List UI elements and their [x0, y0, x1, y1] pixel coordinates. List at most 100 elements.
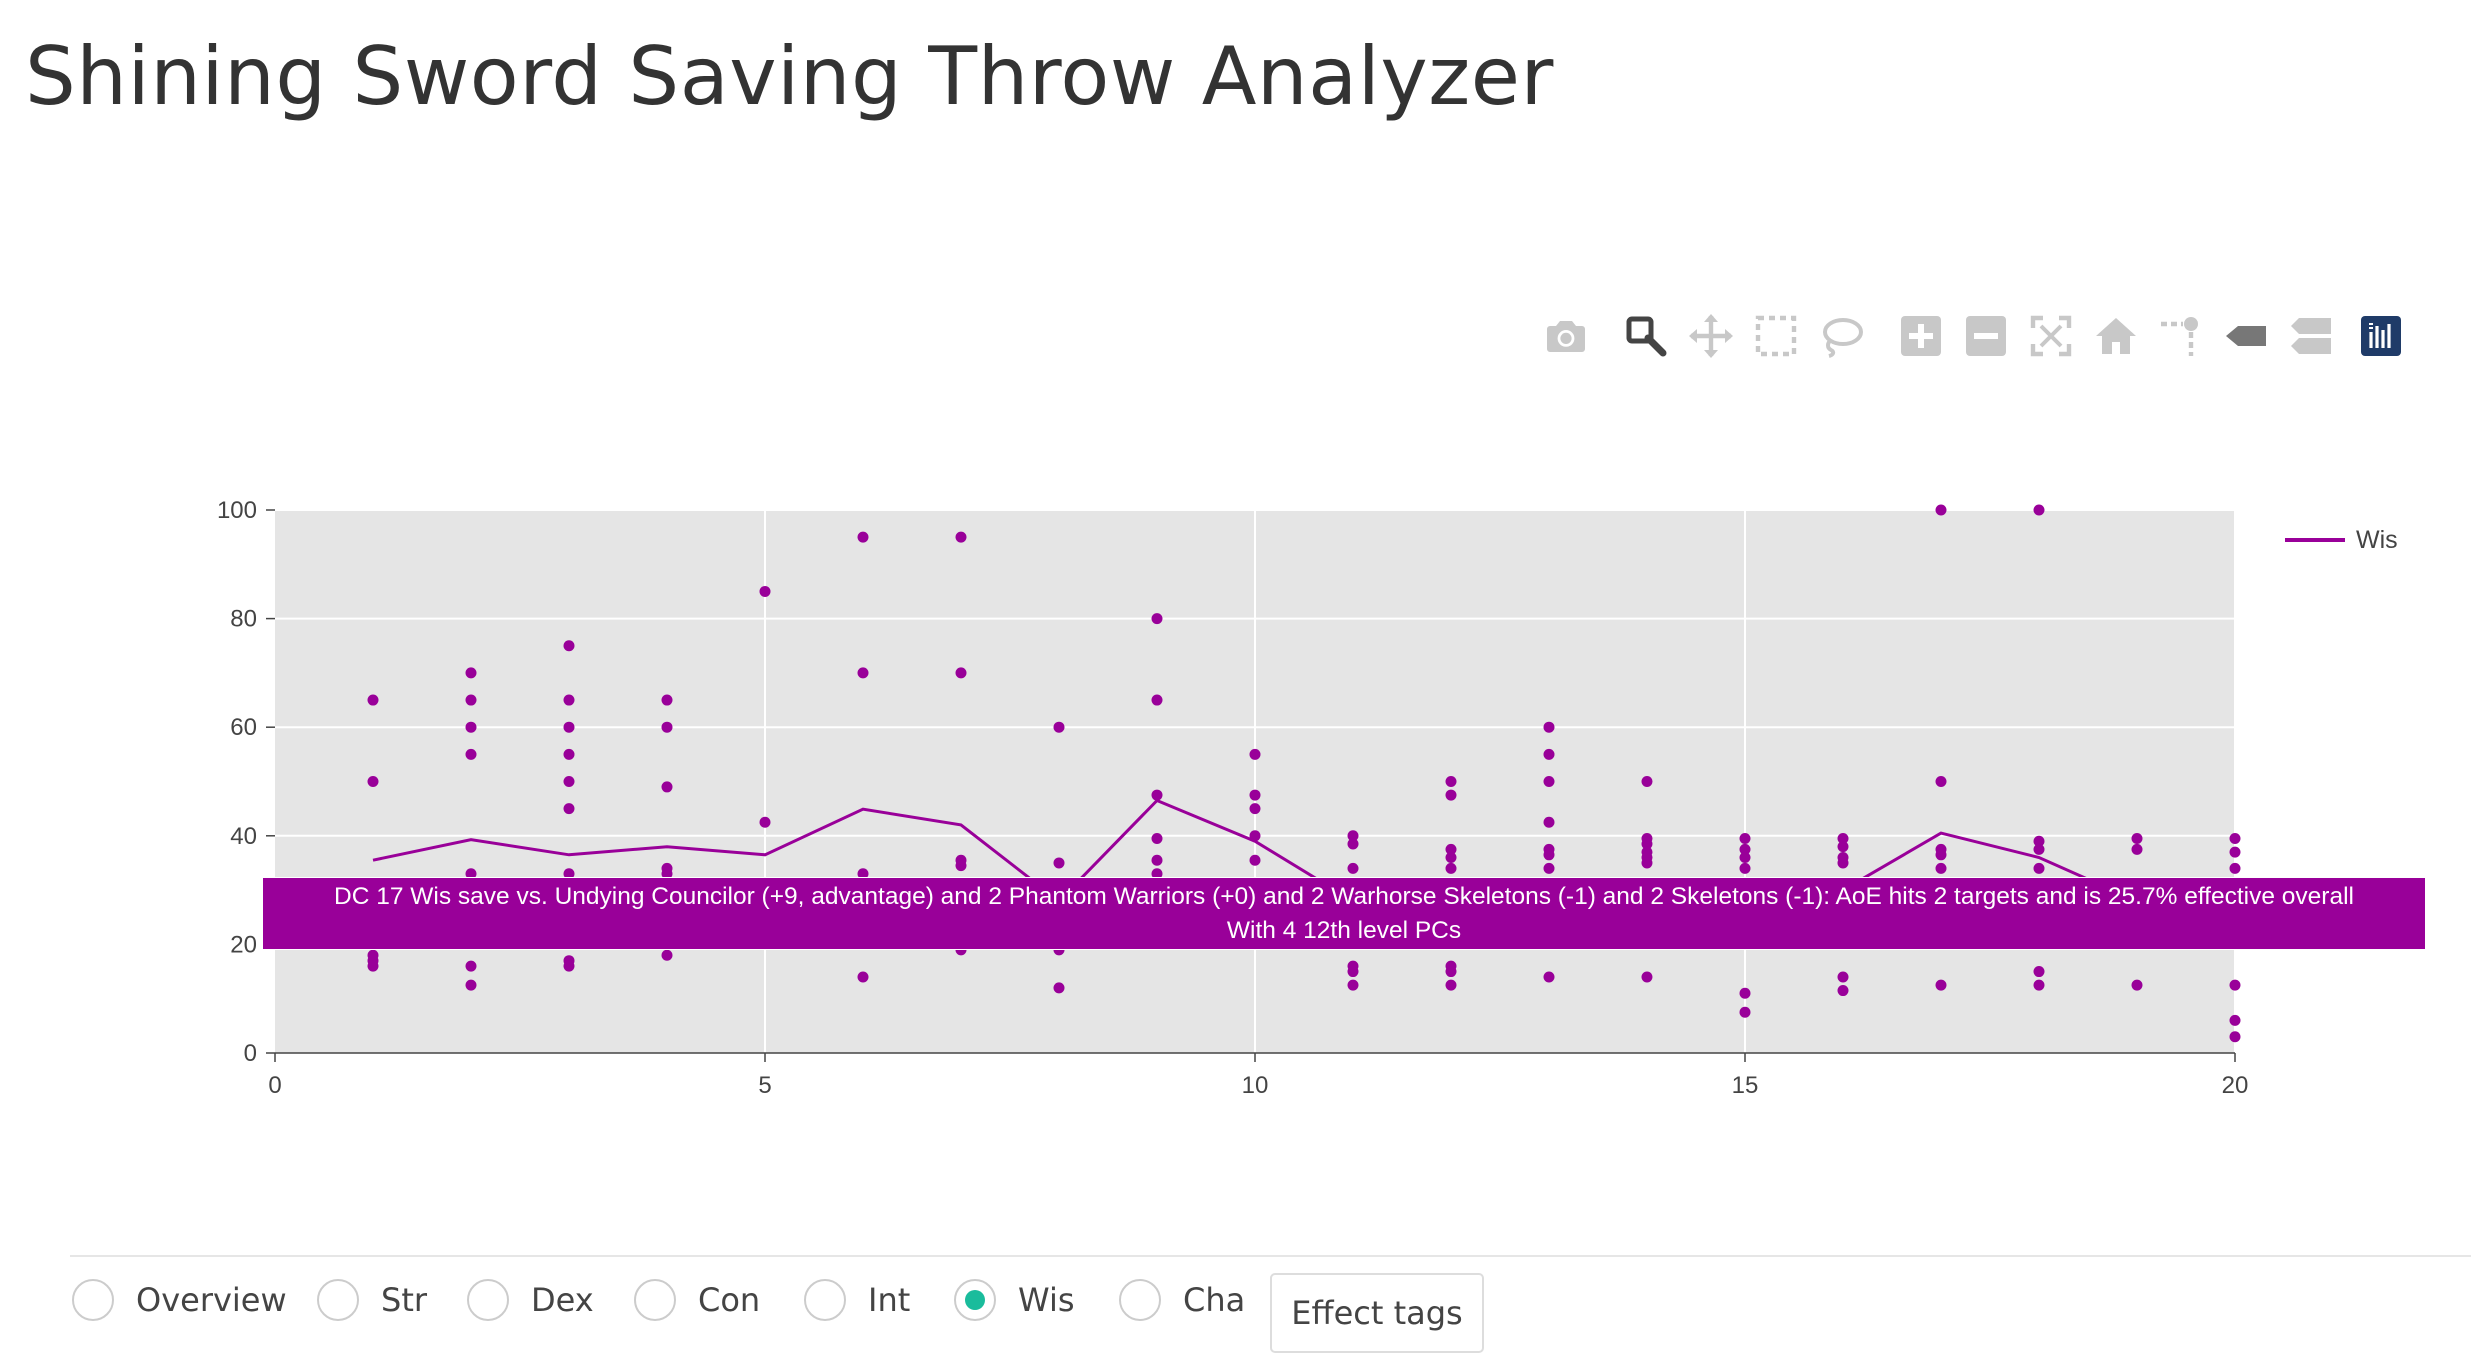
radio-str[interactable] — [317, 1279, 359, 1321]
data-point[interactable] — [465, 721, 477, 733]
data-point[interactable] — [1935, 504, 1947, 516]
box-select-icon[interactable] — [1750, 310, 1802, 362]
data-point[interactable] — [1445, 979, 1457, 991]
camera-icon[interactable] — [1540, 310, 1592, 362]
tab-dex[interactable]: Dex — [467, 1272, 594, 1328]
data-point[interactable] — [1249, 854, 1261, 866]
data-point[interactable] — [1151, 854, 1163, 866]
data-point[interactable] — [1445, 843, 1457, 855]
data-point[interactable] — [1543, 971, 1555, 983]
data-point[interactable] — [2229, 979, 2241, 991]
data-point[interactable] — [1739, 987, 1751, 999]
reset-axes-icon[interactable] — [2090, 310, 2142, 362]
data-point[interactable] — [1347, 838, 1359, 850]
radio-int[interactable] — [804, 1279, 846, 1321]
data-point[interactable] — [661, 949, 673, 961]
data-point[interactable] — [1739, 833, 1751, 845]
data-point[interactable] — [857, 971, 869, 983]
data-point[interactable] — [1347, 862, 1359, 874]
data-point[interactable] — [1151, 789, 1163, 801]
lasso-select-icon[interactable] — [1815, 310, 1867, 362]
data-point[interactable] — [857, 868, 869, 880]
data-point[interactable] — [2229, 862, 2241, 874]
data-point[interactable] — [367, 960, 379, 972]
data-point[interactable] — [2229, 1014, 2241, 1026]
data-point[interactable] — [1739, 862, 1751, 874]
data-point[interactable] — [1053, 721, 1065, 733]
data-point[interactable] — [857, 531, 869, 543]
data-point[interactable] — [1249, 803, 1261, 815]
pan-icon[interactable] — [1685, 310, 1737, 362]
data-point[interactable] — [1935, 849, 1947, 861]
data-point[interactable] — [1543, 816, 1555, 828]
tab-cha[interactable]: Cha — [1119, 1272, 1245, 1328]
data-point[interactable] — [661, 694, 673, 706]
data-point[interactable] — [1151, 694, 1163, 706]
data-point[interactable] — [465, 868, 477, 880]
legend[interactable]: Wis — [2285, 526, 2398, 554]
data-point[interactable] — [563, 776, 575, 787]
data-point[interactable] — [465, 960, 477, 972]
data-point[interactable] — [1641, 857, 1653, 869]
data-point[interactable] — [857, 667, 869, 679]
data-point[interactable] — [1739, 843, 1751, 855]
tab-con[interactable]: Con — [634, 1272, 760, 1328]
radio-overview[interactable] — [72, 1279, 114, 1321]
data-point[interactable] — [661, 781, 673, 793]
data-point[interactable] — [1837, 985, 1849, 997]
data-point[interactable] — [1445, 852, 1457, 864]
effect-tags-button[interactable]: Effect tags — [1270, 1273, 1484, 1353]
data-point[interactable] — [563, 803, 575, 815]
data-point[interactable] — [2033, 835, 2045, 847]
data-point[interactable] — [1935, 776, 1947, 787]
data-point[interactable] — [563, 694, 575, 706]
data-point[interactable] — [1151, 833, 1163, 845]
data-point[interactable] — [2229, 846, 2241, 858]
data-point[interactable] — [563, 721, 575, 733]
data-point[interactable] — [1641, 776, 1653, 787]
data-point[interactable] — [563, 640, 575, 652]
data-point[interactable] — [1641, 971, 1653, 983]
data-point[interactable] — [2131, 979, 2143, 991]
data-point[interactable] — [955, 667, 967, 679]
data-point[interactable] — [2229, 833, 2241, 845]
data-point[interactable] — [1837, 841, 1849, 853]
tab-int[interactable]: Int — [804, 1272, 910, 1328]
data-point[interactable] — [2229, 1031, 2241, 1043]
saving-throw-chart[interactable]: 0 5 10 15 20 0 20 40 60 80 100 Wis — [0, 440, 2471, 1140]
autoscale-icon[interactable] — [2025, 310, 2077, 362]
data-point[interactable] — [1837, 833, 1849, 845]
zoom-out-icon[interactable] — [1960, 310, 2012, 362]
data-point[interactable] — [367, 694, 379, 706]
data-point[interactable] — [1151, 613, 1163, 625]
data-point[interactable] — [1347, 966, 1359, 978]
data-point[interactable] — [1151, 868, 1163, 880]
data-point[interactable] — [2131, 843, 2143, 855]
data-point[interactable] — [367, 776, 379, 787]
tab-str[interactable]: Str — [317, 1272, 427, 1328]
data-point[interactable] — [1347, 979, 1359, 991]
data-point[interactable] — [1641, 838, 1653, 850]
data-point[interactable] — [1543, 849, 1555, 861]
data-point[interactable] — [1249, 748, 1261, 760]
zoom-icon[interactable] — [1620, 310, 1672, 362]
data-point[interactable] — [2033, 843, 2045, 855]
data-point[interactable] — [2033, 862, 2045, 874]
data-point[interactable] — [661, 868, 673, 880]
data-point[interactable] — [1445, 789, 1457, 801]
data-point[interactable] — [1249, 830, 1261, 842]
data-point[interactable] — [759, 816, 771, 828]
tab-wis[interactable]: Wis — [954, 1272, 1075, 1328]
plotly-logo-icon[interactable] — [2355, 310, 2407, 362]
data-point[interactable] — [2131, 833, 2143, 845]
data-point[interactable] — [759, 585, 771, 597]
data-point[interactable] — [1837, 857, 1849, 869]
data-point[interactable] — [1739, 1006, 1751, 1018]
data-point[interactable] — [563, 868, 575, 880]
data-point[interactable] — [563, 748, 575, 760]
hover-closest-icon[interactable] — [2220, 310, 2272, 362]
data-point[interactable] — [465, 667, 477, 679]
data-point[interactable] — [1935, 979, 1947, 991]
data-point[interactable] — [1053, 982, 1065, 994]
data-point[interactable] — [1837, 971, 1849, 983]
